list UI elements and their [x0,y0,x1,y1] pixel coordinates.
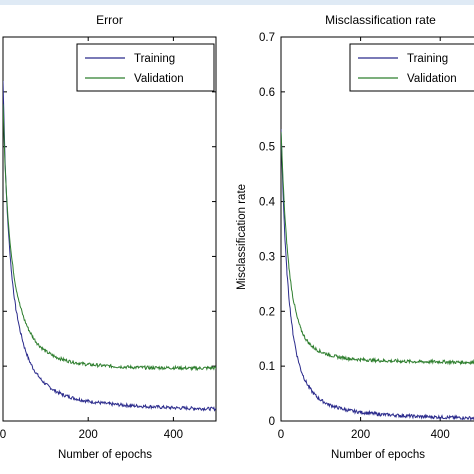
top-border-strip [0,0,474,5]
x-tick-label: 200 [79,429,98,441]
y-tick-label: 0.7 [259,32,275,44]
legend: Training Validation [349,43,474,92]
misclassification-panel: Misclassification rate 0 0.1 0.2 0.3 0.4 0.5 0.… [236,13,474,461]
x-tick-label: 0 [0,429,6,441]
chart-title: Misclassification rate [325,13,436,27]
legend-box [76,43,215,92]
x-tick-label: 200 [351,429,370,441]
y-tick-label: 0 [269,416,275,428]
series-line-validation [281,131,474,366]
x-tick-label: 400 [431,429,450,441]
chart-title: Error [96,13,123,27]
y-tick-label: 0.2 [259,306,275,318]
y-tick-label: 0.4 [259,197,276,209]
series-line-validation [3,104,216,372]
legend-label-validation: Validation [407,73,457,85]
y-tick-label: 0.1 [259,361,275,373]
legend: Training Validation [76,43,215,92]
x-axis-label: Number of epochs [331,449,425,461]
legend-box [349,43,474,92]
x-tick-label: 400 [164,429,183,441]
series-line-training [3,80,216,412]
y-axis-label: Misclassification rate [236,184,248,290]
x-axis-label: Number of epochs [58,449,152,461]
legend-label-training: Training [407,53,448,65]
y-tick-label: 0.3 [259,251,275,263]
error-panel: Error 0 200 400 Number of epochs Training Vali… [0,13,217,461]
x-tick-label: 0 [278,429,284,441]
legend-label-training: Training [134,53,175,65]
y-tick-label: 0.6 [259,87,275,99]
series-line-training [281,129,474,421]
plot-area [280,36,474,422]
legend-label-validation: Validation [134,73,184,85]
plot-area [2,36,217,422]
y-tick-label: 0.5 [259,142,275,154]
